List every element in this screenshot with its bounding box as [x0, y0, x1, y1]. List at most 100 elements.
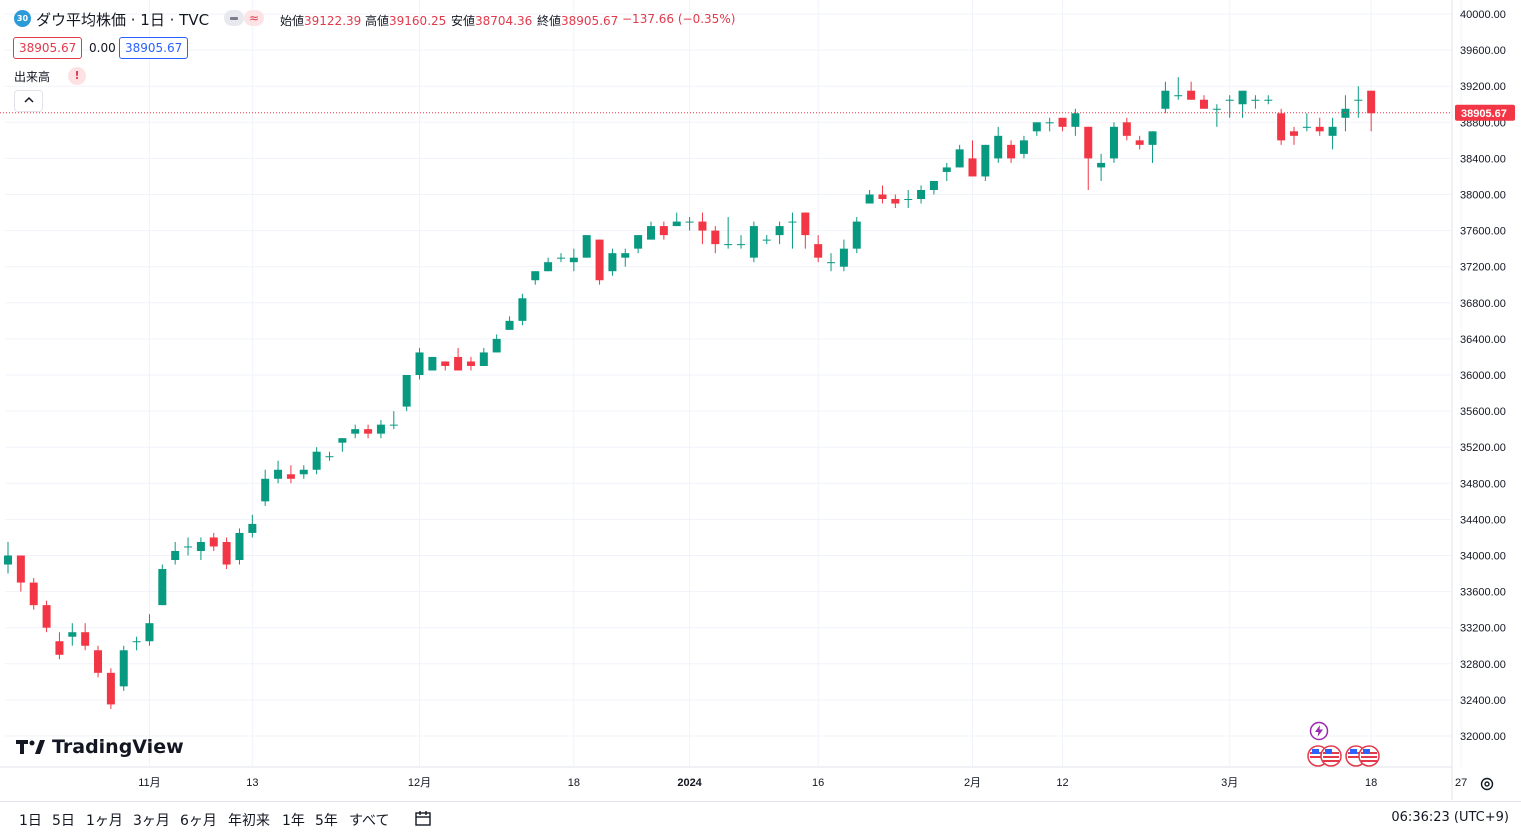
candle	[814, 235, 823, 263]
symbol-title[interactable]: ダウ平均株価 · 1日 · TVC	[36, 11, 210, 29]
bottom-toolbar: 1日 5日 1ヶ月 3ヶ月 6ヶ月 年初来 1年 5年 すべて 06:36:23…	[0, 801, 1521, 838]
candle-body	[1161, 90, 1170, 109]
timeframe-1m[interactable]: 1ヶ月	[86, 813, 123, 829]
candle-body	[852, 221, 861, 249]
candle	[852, 217, 861, 254]
candle-body	[441, 361, 450, 366]
timeframe-6m[interactable]: 6ヶ月	[180, 813, 217, 829]
candle-body	[1007, 144, 1016, 159]
candle	[248, 514, 257, 538]
candle-body	[595, 239, 604, 281]
y-tick-label: 37600.00	[1460, 226, 1506, 238]
candle-body	[235, 532, 244, 561]
candle	[184, 537, 193, 556]
gear-icon[interactable]	[1478, 775, 1496, 793]
candle-body	[505, 320, 514, 330]
candle	[1148, 131, 1157, 163]
candle	[81, 623, 90, 651]
y-tick-label: 36800.00	[1460, 298, 1506, 310]
candle	[312, 447, 321, 475]
x-tick-label: 12	[1056, 777, 1068, 789]
candle	[634, 235, 643, 254]
candle	[685, 217, 694, 231]
candle-body	[518, 298, 527, 321]
x-tick-label: 18	[568, 777, 580, 789]
candle	[621, 248, 630, 267]
date-range-icon[interactable]	[414, 809, 432, 827]
candle-body	[865, 194, 874, 204]
candle-body	[492, 338, 501, 353]
candle-body	[1109, 126, 1118, 159]
candle-body	[634, 235, 643, 249]
candle-body	[942, 167, 951, 172]
candle-body	[171, 550, 180, 561]
timeframe-ytd[interactable]: 年初来	[228, 813, 270, 829]
candle	[1302, 113, 1311, 132]
compare-toggle[interactable]: ≈	[244, 10, 264, 26]
y-tick-label: 34000.00	[1460, 551, 1506, 563]
timeframe-1d[interactable]: 1日	[19, 813, 42, 829]
clock[interactable]: 06:36:23 (UTC+9)	[1391, 810, 1509, 825]
logo-text: TradingView	[52, 736, 184, 758]
ohlc-high-value: 39160.25	[389, 14, 447, 28]
candle-body	[119, 650, 128, 687]
candle	[235, 528, 244, 565]
chevron-up-icon	[23, 96, 34, 103]
candle	[1225, 95, 1234, 118]
collapse-indicators-button[interactable]	[14, 90, 43, 112]
candle-body	[312, 451, 321, 470]
candle-body	[145, 623, 154, 642]
tradingview-logo[interactable]: TradingView	[16, 736, 184, 758]
buy-price-box[interactable]: 38905.67	[119, 37, 189, 59]
candle-body	[1212, 108, 1221, 110]
candle	[556, 253, 565, 263]
timeframe-1y[interactable]: 1年	[282, 813, 305, 829]
us-flag-event-icon-2[interactable]	[1345, 745, 1381, 767]
us-flag-event-icon[interactable]	[1307, 745, 1343, 767]
candle-body	[968, 158, 977, 177]
candle-body	[685, 221, 694, 223]
time-axis: 11月 13 12月 18 2024 16 2月 12 3月 18 27	[138, 777, 1467, 789]
candle-body	[1019, 140, 1028, 154]
candle-body	[4, 555, 12, 565]
price-chart[interactable]: 40000.0039600.0039200.0038800.0038400.00…	[0, 0, 1521, 800]
lightning-event-icon[interactable]	[1309, 721, 1329, 741]
sell-price-box[interactable]: 38905.67	[13, 37, 83, 59]
candle	[878, 185, 887, 204]
candle	[1264, 95, 1273, 105]
candle	[891, 194, 900, 209]
candle	[1290, 126, 1298, 145]
candle-body	[338, 438, 347, 443]
candle	[1238, 90, 1247, 118]
collapse-toggle[interactable]	[224, 10, 244, 26]
y-tick-label: 32400.00	[1460, 695, 1506, 707]
candle-body	[1148, 131, 1157, 145]
candle	[274, 460, 283, 484]
candle	[1212, 104, 1221, 127]
candle	[402, 375, 411, 412]
ohlc-open-value: 39122.39	[304, 14, 362, 28]
candle-body	[479, 352, 488, 366]
timeframe-5d[interactable]: 5日	[52, 813, 75, 829]
ohlc-open-label: 始値	[280, 14, 305, 28]
timeframe-5y[interactable]: 5年	[315, 813, 338, 829]
timeframe-all[interactable]: すべて	[349, 813, 390, 829]
y-tick-label: 38000.00	[1460, 190, 1506, 202]
candle	[904, 189, 913, 209]
timeframe-3m[interactable]: 3ヶ月	[133, 813, 170, 829]
candle	[724, 217, 733, 249]
ohlc-close-label: 終値	[537, 14, 562, 28]
candle	[762, 235, 771, 245]
candle-body	[274, 469, 283, 479]
candle	[1315, 117, 1324, 136]
candle	[1032, 122, 1041, 136]
volume-label[interactable]: 出来高	[14, 70, 51, 84]
candle	[42, 600, 51, 633]
candle-body	[454, 356, 463, 371]
candle-body	[955, 149, 964, 168]
warning-icon[interactable]: !	[68, 67, 86, 85]
candle	[801, 212, 810, 249]
y-tick-label: 32000.00	[1460, 731, 1506, 743]
candle-body	[1302, 126, 1311, 128]
candle-body	[1341, 108, 1350, 118]
